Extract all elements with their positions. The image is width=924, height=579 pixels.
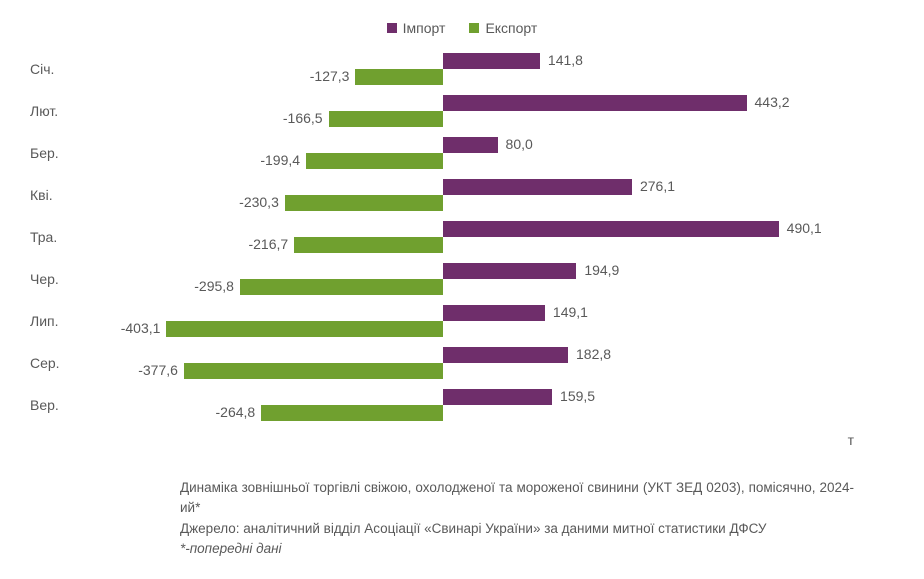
chart-row: -199,4 80,0: [100, 132, 854, 174]
chart-row: -264,8 159,5: [100, 384, 854, 426]
caption-line3: *-попередні дані: [180, 539, 854, 559]
category-label: Вер.: [30, 384, 90, 426]
chart-row: -166,5 443,2: [100, 90, 854, 132]
legend-swatch-import: [387, 23, 397, 33]
import-bar: [443, 179, 632, 195]
import-value-label: 149,1: [553, 304, 588, 320]
export-value-label: -199,4: [260, 152, 300, 168]
legend-item-export: Експорт: [469, 20, 537, 36]
export-value-label: -403,1: [121, 320, 161, 336]
chart-legend: Імпорт Експорт: [30, 20, 894, 36]
export-bar: [329, 111, 443, 127]
import-bar: [443, 95, 747, 111]
category-label: Кві.: [30, 174, 90, 216]
import-bar: [443, 305, 545, 321]
export-value-label: -127,3: [310, 68, 350, 84]
import-bar: [443, 53, 540, 69]
caption-line1: Динаміка зовнішньої торгівлі свіжою, охо…: [180, 478, 854, 519]
import-value-label: 194,9: [584, 262, 619, 278]
legend-swatch-export: [469, 23, 479, 33]
axis-unit: т: [30, 432, 854, 448]
import-bar: [443, 137, 498, 153]
category-label: Сер.: [30, 342, 90, 384]
chart-row: -230,3 276,1: [100, 174, 854, 216]
export-value-label: -166,5: [283, 110, 323, 126]
chart-row: -127,3 141,8: [100, 48, 854, 90]
export-bar: [166, 321, 442, 337]
import-bar: [443, 263, 577, 279]
category-label: Лип.: [30, 300, 90, 342]
category-label: Чер.: [30, 258, 90, 300]
legend-label-import: Імпорт: [403, 20, 446, 36]
import-value-label: 182,8: [576, 346, 611, 362]
legend-label-export: Експорт: [485, 20, 537, 36]
export-bar: [285, 195, 443, 211]
category-label: Тра.: [30, 216, 90, 258]
legend-item-import: Імпорт: [387, 20, 446, 36]
import-value-label: 276,1: [640, 178, 675, 194]
import-value-label: 159,5: [560, 388, 595, 404]
export-bar: [306, 153, 443, 169]
export-bar: [240, 279, 443, 295]
category-label: Бер.: [30, 132, 90, 174]
chart-row: -377,6 182,8: [100, 342, 854, 384]
export-value-label: -377,6: [138, 362, 178, 378]
import-bar: [443, 389, 552, 405]
export-bar: [261, 405, 443, 421]
chart-caption: Динаміка зовнішньої торгівлі свіжою, охо…: [180, 478, 854, 559]
chart-row: -295,8 194,9: [100, 258, 854, 300]
bar-chart: Січ.-127,3141,8Лют.-166,5443,2Бер.-199,4…: [100, 48, 854, 426]
import-value-label: 443,2: [755, 94, 790, 110]
import-value-label: 80,0: [506, 136, 533, 152]
export-bar: [184, 363, 443, 379]
import-bar: [443, 221, 779, 237]
export-bar: [355, 69, 442, 85]
export-value-label: -230,3: [239, 194, 279, 210]
caption-line2: Джерело: аналітичний відділ Асоціації «С…: [180, 519, 854, 539]
category-label: Січ.: [30, 48, 90, 90]
chart-row: -216,7 490,1: [100, 216, 854, 258]
export-value-label: -216,7: [248, 236, 288, 252]
import-bar: [443, 347, 568, 363]
category-label: Лют.: [30, 90, 90, 132]
export-value-label: -295,8: [194, 278, 234, 294]
export-value-label: -264,8: [216, 404, 256, 420]
import-value-label: 490,1: [787, 220, 822, 236]
import-value-label: 141,8: [548, 52, 583, 68]
chart-row: -403,1 149,1: [100, 300, 854, 342]
export-bar: [294, 237, 443, 253]
